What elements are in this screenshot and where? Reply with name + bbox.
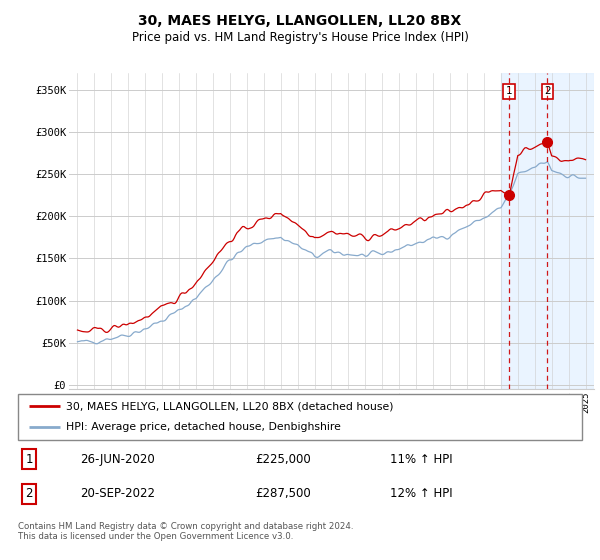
Text: 1: 1: [506, 86, 512, 96]
Text: £287,500: £287,500: [255, 487, 311, 500]
Text: 20-SEP-2022: 20-SEP-2022: [80, 487, 155, 500]
Text: 2: 2: [26, 487, 33, 500]
Text: 2: 2: [544, 86, 551, 96]
Text: HPI: Average price, detached house, Denbighshire: HPI: Average price, detached house, Denb…: [66, 422, 341, 432]
Text: 26-JUN-2020: 26-JUN-2020: [80, 452, 155, 465]
Text: Contains HM Land Registry data © Crown copyright and database right 2024.
This d: Contains HM Land Registry data © Crown c…: [18, 522, 353, 542]
Text: 30, MAES HELYG, LLANGOLLEN, LL20 8BX (detached house): 30, MAES HELYG, LLANGOLLEN, LL20 8BX (de…: [66, 401, 394, 411]
Text: Price paid vs. HM Land Registry's House Price Index (HPI): Price paid vs. HM Land Registry's House …: [131, 31, 469, 44]
Text: £225,000: £225,000: [255, 452, 311, 465]
Bar: [501, 73, 594, 389]
Text: 1: 1: [26, 452, 33, 465]
Text: 30, MAES HELYG, LLANGOLLEN, LL20 8BX: 30, MAES HELYG, LLANGOLLEN, LL20 8BX: [139, 14, 461, 28]
Text: 12% ↑ HPI: 12% ↑ HPI: [390, 487, 453, 500]
Text: 11% ↑ HPI: 11% ↑ HPI: [390, 452, 453, 465]
FancyBboxPatch shape: [18, 394, 582, 440]
